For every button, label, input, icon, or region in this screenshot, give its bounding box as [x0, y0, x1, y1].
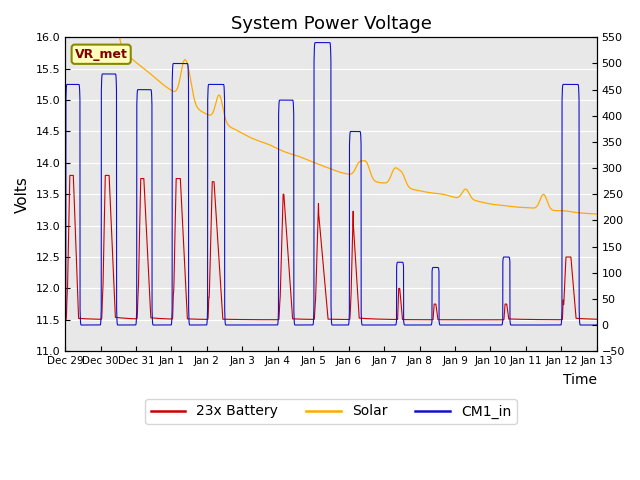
X-axis label: Time: Time	[563, 373, 596, 387]
Text: VR_met: VR_met	[75, 48, 127, 61]
Y-axis label: Volts: Volts	[15, 176, 30, 213]
Title: System Power Voltage: System Power Voltage	[230, 15, 431, 33]
Legend: 23x Battery, Solar, CM1_in: 23x Battery, Solar, CM1_in	[145, 399, 517, 424]
